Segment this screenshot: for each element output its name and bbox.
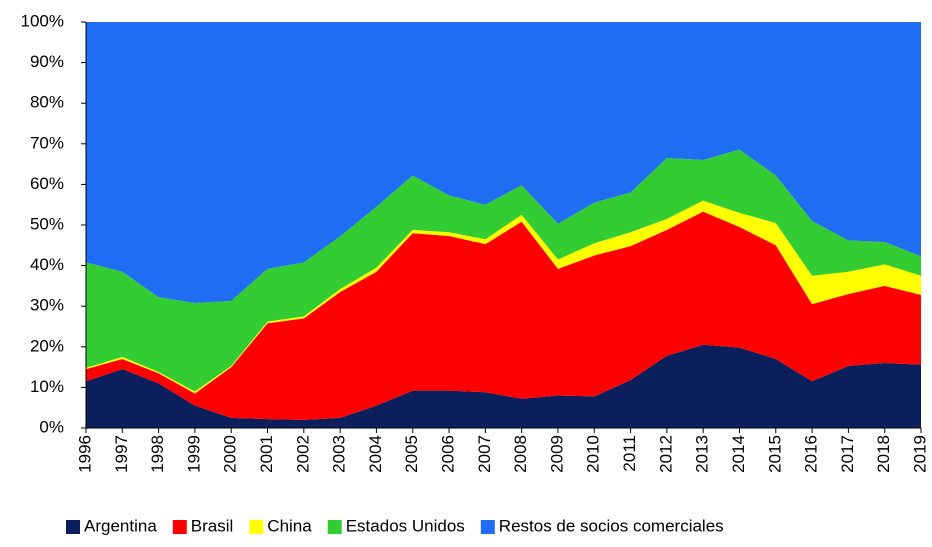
x-tick-label: 2019 [910,435,929,473]
y-tick-label: 0% [39,417,64,436]
x-tick-label: 2017 [838,435,857,473]
area [86,22,921,303]
y-tick-label: 30% [30,296,64,315]
y-tick-label: 70% [30,133,64,152]
x-tick-label: 2005 [402,435,421,473]
x-tick-label: 2009 [547,435,566,473]
legend-swatch [327,520,342,534]
y-tick-label: 60% [30,174,64,193]
legend-swatch [249,520,264,534]
y-tick-label: 100% [21,11,64,30]
area [86,211,921,420]
x-tick-label: 2018 [874,435,893,473]
y-tick-label: 90% [30,52,64,71]
x-tick-label: 2013 [693,435,712,473]
x-tick-label: 1997 [112,435,131,473]
y-tick-label: 10% [30,377,64,396]
x-tick-label: 2011 [620,435,639,472]
x-tick-label: 2012 [656,435,675,473]
legend-label: Restos de socios comerciales [499,516,724,535]
x-tick-label: 2006 [439,435,458,473]
x-tick-label: 2014 [729,435,748,473]
x-tick-label: 2002 [293,435,312,473]
x-tick-label: 2001 [257,435,276,473]
legend: Argentina Brasil China Estados Unidos Restos… [66,516,724,535]
x-tick-label: 1998 [148,435,167,473]
x-tick-label: 2016 [802,435,821,473]
y-tick-label: 80% [30,93,64,112]
legend-label: China [267,516,312,535]
x-tick-label: 2015 [765,435,784,473]
legend-swatch [66,520,80,534]
area [86,344,921,428]
x-tick-label: 2008 [511,435,530,473]
y-tick-label: 20% [30,336,64,355]
y-tick-label: 40% [30,255,64,274]
x-tick-label: 2010 [584,435,603,473]
legend-swatch [480,520,495,534]
legend-label: Estados Unidos [346,516,465,535]
x-tick-label: 1999 [184,435,203,473]
legend-label: Brasil [191,516,234,535]
x-tick-label: 1996 [75,435,94,473]
x-tick-label: 2003 [330,435,349,473]
legend-label: Argentina [84,516,157,535]
legend-swatch [172,520,187,534]
x-tick-label: 2007 [475,435,494,473]
x-tick-label: 2000 [221,435,240,473]
area [86,149,921,392]
y-tick-label: 50% [30,214,64,233]
x-tick-label: 2004 [366,435,385,473]
